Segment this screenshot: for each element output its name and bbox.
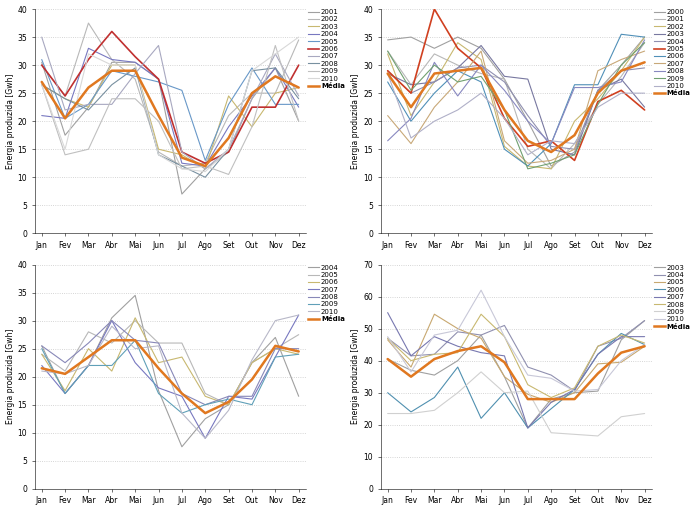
Y-axis label: Energia produzida [Gwh]: Energia produzida [Gwh]	[351, 329, 361, 424]
Y-axis label: Energia produzida [Gwh]: Energia produzida [Gwh]	[6, 329, 15, 424]
Legend: 2000, 2001, 2002, 2003, 2004, 2005, 2006, 2007, 2008, 2009, 2010, Média: 2000, 2001, 2002, 2003, 2004, 2005, 2006…	[654, 9, 690, 97]
Legend: 2004, 2005, 2006, 2007, 2008, 2009, 2010, Média: 2004, 2005, 2006, 2007, 2008, 2009, 2010…	[308, 265, 345, 322]
Y-axis label: Energia produzida [Gwh]: Energia produzida [Gwh]	[6, 74, 15, 169]
Legend: 2003, 2004, 2005, 2006, 2007, 2008, 2009, 2010, Média: 2003, 2004, 2005, 2006, 2007, 2008, 2009…	[654, 265, 690, 330]
Y-axis label: Energia produzida [Gwh]: Energia produzida [Gwh]	[351, 74, 361, 169]
Legend: 2001, 2002, 2003, 2004, 2005, 2006, 2007, 2008, 2009, 2010, Média: 2001, 2002, 2003, 2004, 2005, 2006, 2007…	[308, 9, 345, 89]
